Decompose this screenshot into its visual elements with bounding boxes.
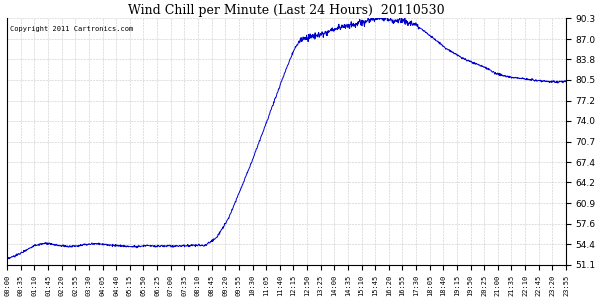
Title: Wind Chill per Minute (Last 24 Hours)  20110530: Wind Chill per Minute (Last 24 Hours) 20…	[128, 4, 445, 17]
Text: Copyright 2011 Cartronics.com: Copyright 2011 Cartronics.com	[10, 26, 133, 32]
